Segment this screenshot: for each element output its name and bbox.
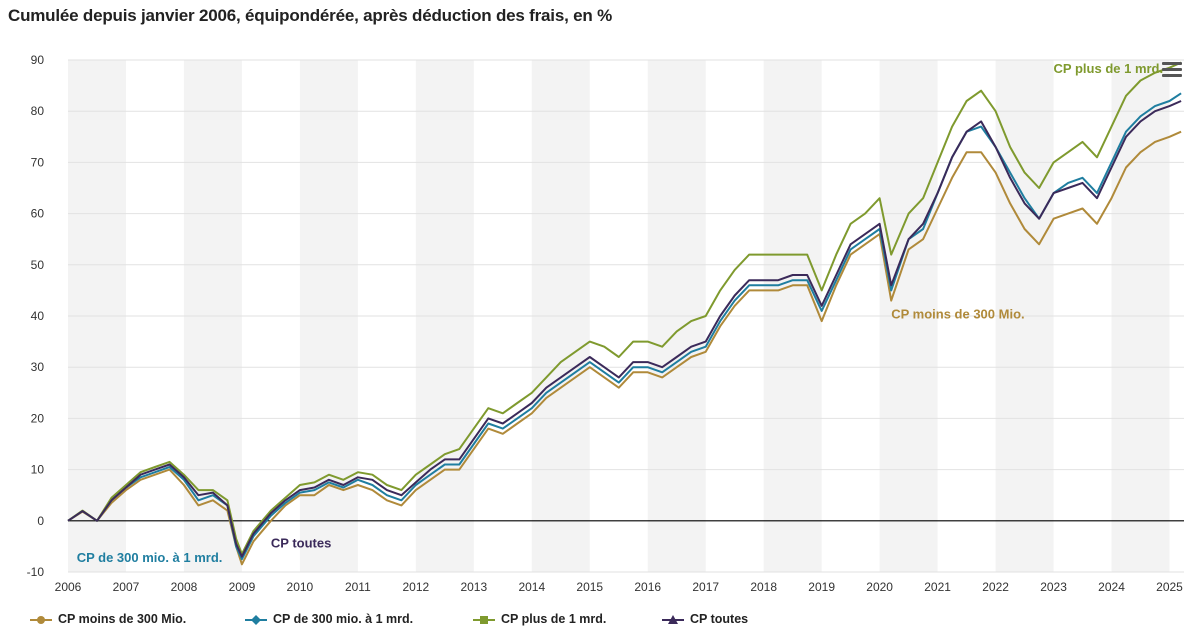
y-tick-label: 40 bbox=[31, 309, 45, 323]
y-tick-label: 20 bbox=[31, 411, 45, 425]
x-tick-label: 2016 bbox=[634, 580, 661, 594]
legend-item-large-caps[interactable]: CP plus de 1 mrd. bbox=[473, 612, 606, 626]
y-axis-ticks: -10 0 10 20 30 40 50 60 70 80 90 bbox=[27, 53, 45, 579]
legend-item-small-caps[interactable]: CP moins de 300 Mio. bbox=[30, 612, 186, 626]
chart-title: Cumulée depuis janvier 2006, équipondéré… bbox=[8, 6, 613, 25]
x-tick-label: 2014 bbox=[518, 580, 545, 594]
x-tick-label: 2024 bbox=[1098, 580, 1125, 594]
legend-item-mid-caps[interactable]: CP de 300 mio. à 1 mrd. bbox=[245, 612, 413, 626]
x-tick-label: 2019 bbox=[808, 580, 835, 594]
x-tick-label: 2015 bbox=[576, 580, 603, 594]
legend-label: CP de 300 mio. à 1 mrd. bbox=[273, 612, 414, 626]
series-annotations: CP plus de 1 mrd. CP moins de 300 Mio. CP … bbox=[77, 61, 1163, 565]
hamburger-menu-icon[interactable] bbox=[1162, 62, 1182, 80]
series-line-3 bbox=[67, 61, 1182, 556]
x-tick-label: 2010 bbox=[287, 580, 314, 594]
x-tick-label: 2025 bbox=[1156, 580, 1183, 594]
series-annotation: CP moins de 300 Mio. bbox=[891, 307, 1024, 322]
circle-marker-icon bbox=[30, 615, 52, 624]
y-tick-label: 0 bbox=[37, 514, 44, 528]
legend-label: CP toutes bbox=[690, 612, 749, 626]
legend-label: CP moins de 300 Mio. bbox=[58, 612, 187, 626]
series-line-1 bbox=[67, 130, 1182, 566]
diamond-marker-icon bbox=[245, 614, 267, 625]
y-tick-label: -10 bbox=[27, 565, 45, 579]
x-tick-label: 2020 bbox=[866, 580, 893, 594]
x-tick-label: 2008 bbox=[171, 580, 198, 594]
y-tick-label: 80 bbox=[31, 104, 45, 118]
y-tick-label: 70 bbox=[31, 155, 45, 169]
series-lines bbox=[67, 61, 1182, 566]
square-marker-icon bbox=[473, 615, 495, 624]
y-tick-label: 90 bbox=[31, 53, 45, 67]
x-tick-label: 2021 bbox=[924, 580, 951, 594]
series-annotation: CP toutes bbox=[271, 535, 331, 550]
gridlines bbox=[68, 59, 1184, 573]
legend-item-all-caps[interactable]: CP toutes bbox=[662, 612, 748, 626]
x-tick-label: 2011 bbox=[345, 580, 371, 594]
series-annotation: CP de 300 mio. à 1 mrd. bbox=[77, 550, 223, 565]
y-tick-label: 10 bbox=[31, 463, 45, 477]
x-tick-label: 2022 bbox=[982, 580, 1009, 594]
y-tick-label: 50 bbox=[31, 258, 45, 272]
triangle-marker-icon bbox=[662, 614, 684, 624]
x-tick-label: 2013 bbox=[460, 580, 487, 594]
y-tick-label: 30 bbox=[31, 360, 45, 374]
series-line-4 bbox=[67, 100, 1182, 558]
x-tick-label: 2023 bbox=[1040, 580, 1067, 594]
series-annotation: CP plus de 1 mrd. bbox=[1054, 61, 1164, 76]
legend-label: CP plus de 1 mrd. bbox=[501, 612, 607, 626]
x-tick-label: 2009 bbox=[229, 580, 256, 594]
x-tick-label: 2017 bbox=[692, 580, 719, 594]
x-tick-label: 2018 bbox=[750, 580, 777, 594]
x-tick-label: 2006 bbox=[55, 580, 82, 594]
x-tick-label: 2012 bbox=[402, 580, 429, 594]
x-tick-label: 2007 bbox=[113, 580, 140, 594]
y-tick-label: 60 bbox=[31, 207, 45, 221]
x-axis-ticks: 2006 2007 2008 2009 2010 2011 2012 2013 2014 2015… bbox=[55, 580, 1184, 594]
